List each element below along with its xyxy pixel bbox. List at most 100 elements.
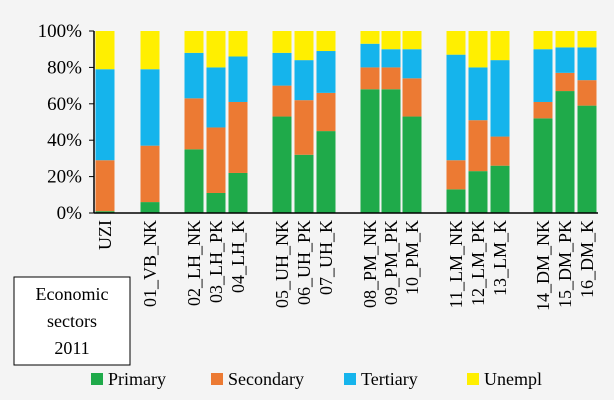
bar-segment-primary-08-pm-nk — [360, 89, 380, 213]
bar-segment-secondary-uzi — [95, 160, 115, 212]
bar-segment-primary-13-lm-k — [490, 165, 510, 213]
bar-segment-tertiary-10-pm-k — [402, 49, 422, 79]
bar-segment-tertiary-01-vb-nk — [140, 69, 160, 146]
x-category-label: 16_DM_K — [577, 220, 597, 298]
bar-segment-unempl-05-uh-nk — [272, 31, 292, 53]
bar-segment-primary-15-dm-pk — [555, 91, 575, 213]
bar-segment-secondary-10-pm-k — [402, 78, 422, 117]
bar-segment-secondary-05-uh-nk — [272, 85, 292, 117]
note-box-line-3: 2011 — [54, 338, 89, 358]
bar-segment-secondary-08-pm-nk — [360, 67, 380, 90]
x-category-label: 11_LM_NK — [446, 220, 466, 308]
bar-segment-tertiary-02-lh-nk — [184, 52, 204, 99]
x-category-label: 14_DM_NK — [533, 220, 553, 311]
bar-segment-primary-14-dm-nk — [533, 118, 553, 213]
bar-segment-secondary-02-lh-nk — [184, 98, 204, 150]
x-category-label: 01_VB_NK — [140, 220, 160, 307]
bar-segment-unempl-14-dm-nk — [533, 31, 553, 50]
bar-segment-tertiary-12-lm-pk — [468, 67, 488, 121]
bar-segment-primary-07-uh-k — [316, 131, 336, 213]
bar-segment-secondary-09-pm-pk — [381, 67, 401, 90]
x-category-label: 09_PM_PK — [381, 220, 401, 305]
bar-segment-tertiary-13-lm-k — [490, 60, 510, 137]
x-category-label: 12_LM_PK — [468, 220, 488, 306]
bar-segment-primary-01-vb-nk — [140, 202, 160, 213]
bar-segment-secondary-06-uh-pk — [294, 100, 314, 155]
bar-segment-primary-12-lm-pk — [468, 171, 488, 213]
y-tick-label: 0% — [57, 203, 83, 224]
x-category-label: 02_LH_NK — [184, 220, 204, 306]
bar-segment-unempl-16-dm-k — [577, 31, 597, 48]
bar-segment-unempl-13-lm-k — [490, 31, 510, 61]
bar-segment-primary-11-lm-nk — [446, 189, 466, 213]
bar-segment-primary-06-uh-pk — [294, 154, 314, 213]
note-box-line-2: sectors — [47, 311, 97, 331]
y-tick-label: 60% — [47, 94, 82, 115]
x-category-label: 10_PM_K — [402, 220, 422, 295]
bar-segment-tertiary-05-uh-nk — [272, 52, 292, 86]
x-category-label: 05_UH_NK — [272, 220, 292, 308]
bar-segment-primary-03-lh-pk — [206, 192, 226, 213]
x-category-label: 15_DM_PK — [555, 220, 575, 308]
y-tick-label: 80% — [47, 57, 82, 78]
legend-swatch-unempl — [467, 373, 479, 385]
legend-swatch-primary — [91, 373, 103, 385]
bar-segment-primary-16-dm-k — [577, 105, 597, 213]
y-tick-label: 20% — [47, 167, 82, 188]
bar-segment-unempl-09-pm-pk — [381, 31, 401, 50]
y-tick-label: 100% — [38, 21, 83, 42]
bar-segment-unempl-06-uh-pk — [294, 31, 314, 61]
bar-segment-unempl-10-pm-k — [402, 31, 422, 50]
bar-segment-secondary-13-lm-k — [490, 136, 510, 166]
x-category-label: 13_LM_K — [490, 220, 510, 296]
legend-swatch-secondary — [211, 373, 223, 385]
x-category-label: 08_PM_NK — [360, 220, 380, 308]
bar-segment-secondary-01-vb-nk — [140, 145, 160, 203]
bar-segment-tertiary-uzi — [95, 69, 115, 161]
bar-segment-primary-05-uh-nk — [272, 116, 292, 213]
bar-segment-primary-uzi — [95, 211, 115, 213]
bar-segment-tertiary-07-uh-k — [316, 51, 336, 93]
y-tick-label: 40% — [47, 130, 82, 151]
bar-segment-unempl-15-dm-pk — [555, 31, 575, 48]
bar-segment-tertiary-14-dm-nk — [533, 49, 553, 102]
bar-segment-unempl-08-pm-nk — [360, 31, 380, 44]
x-category-label: 07_UH_K — [316, 220, 336, 295]
bar-segment-tertiary-03-lh-pk — [206, 67, 226, 128]
y-axis-ticks: 0% 20% 40% 60% 80% 100% — [38, 21, 94, 224]
legend-label-secondary: Secondary — [228, 369, 304, 389]
bar-segment-primary-02-lh-nk — [184, 149, 204, 213]
bar-segment-secondary-11-lm-nk — [446, 160, 466, 190]
bar-segment-tertiary-04-lh-k — [228, 56, 248, 102]
x-axis-category-labels: UZI 01_VB_NK 02_LH_NK 03_LH_PK 04_LH_K 05_UH_… — [95, 220, 597, 311]
bar-segment-secondary-03-lh-pk — [206, 127, 226, 193]
bar-segment-unempl-04-lh-k — [228, 31, 248, 57]
bar-segment-secondary-12-lm-pk — [468, 120, 488, 172]
bar-segment-primary-09-pm-pk — [381, 89, 401, 213]
bar-segment-tertiary-11-lm-nk — [446, 54, 466, 161]
legend-label-tertiary: Tertiary — [361, 369, 418, 389]
bar-segment-tertiary-06-uh-pk — [294, 60, 314, 101]
bar-segment-tertiary-08-pm-nk — [360, 43, 380, 68]
x-category-label: 03_LH_PK — [206, 220, 226, 303]
note-box-frame — [13, 276, 131, 366]
bar-segment-secondary-04-lh-k — [228, 101, 248, 173]
x-category-label: 06_UH_PK — [294, 220, 314, 305]
bar-segment-unempl-01-vb-nk — [140, 31, 160, 70]
bar-segment-unempl-11-lm-nk — [446, 31, 466, 55]
note-box: Economic sectors 2011 — [13, 276, 131, 366]
bar-segment-secondary-15-dm-pk — [555, 72, 575, 92]
bar-segment-primary-04-lh-k — [228, 172, 248, 213]
bar-series — [95, 31, 597, 213]
legend-swatch-tertiary — [344, 373, 356, 385]
bar-segment-primary-10-pm-k — [402, 116, 422, 213]
x-category-label: UZI — [95, 220, 115, 250]
bar-segment-unempl-uzi — [95, 31, 115, 70]
legend: Primary Secondary Tertiary Unempl — [91, 369, 542, 389]
bar-segment-unempl-07-uh-k — [316, 31, 336, 52]
bar-segment-unempl-12-lm-pk — [468, 31, 488, 68]
x-category-label: 04_LH_K — [228, 220, 248, 293]
note-box-line-1: Economic — [36, 284, 109, 304]
bar-segment-unempl-03-lh-pk — [206, 31, 226, 68]
